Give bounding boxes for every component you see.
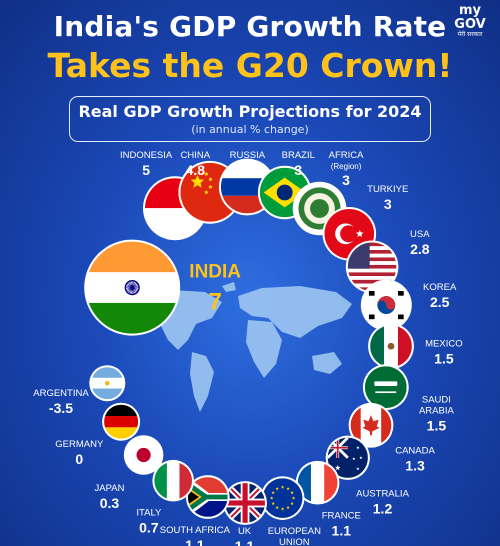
- growth-value: 4.8: [186, 162, 206, 178]
- growth-value: 1.1: [185, 537, 205, 546]
- headline-highlight: Takes the G20 Crown!: [47, 46, 453, 85]
- logo-text-hindi: मेरी सरकार: [457, 31, 483, 38]
- country-sublabel: (Region): [331, 162, 362, 171]
- canada-flag-mark: [348, 402, 394, 448]
- chart-subtitle: Real GDP Growth Projections for 2024: [78, 102, 422, 121]
- country-label: INDONESIA: [120, 150, 173, 161]
- saudi-arabia-flag-mark: [362, 364, 409, 411]
- country-label: CHINA: [181, 150, 211, 161]
- logo-text-gov: GOV: [454, 17, 486, 32]
- country-label: ITALY: [136, 507, 162, 518]
- australia-flag-mark: [325, 435, 370, 480]
- uk-flag-mark: [223, 481, 267, 525]
- country-label: JAPAN: [95, 483, 125, 494]
- country-label: CANADA: [395, 446, 435, 457]
- growth-value: 3: [342, 172, 350, 188]
- country-label: ARGENTINA: [33, 388, 89, 399]
- country-label: SAUDI: [422, 395, 451, 406]
- growth-value: 1.5: [427, 418, 447, 434]
- country-label: AFRICA: [329, 150, 365, 161]
- growth-value: 3: [384, 196, 392, 212]
- growth-value: 0: [75, 451, 83, 467]
- growth-value: 1.2: [373, 501, 393, 517]
- growth-value: 3.6: [238, 162, 258, 178]
- italy-flag-mark: [152, 459, 195, 502]
- south-africa-flag-mark: [185, 475, 230, 519]
- chart-unit: (in annual % change): [191, 123, 309, 136]
- growth-value: 1.1: [332, 523, 352, 539]
- france-flag-mark: [295, 460, 340, 505]
- growth-value: 1.5: [434, 351, 454, 367]
- country-label: ARABIA: [419, 406, 455, 417]
- growth-value: 5: [142, 162, 150, 178]
- growth-value: 0.3: [100, 495, 120, 511]
- headline: India's GDP Growth Rate: [53, 10, 447, 43]
- country-label: RUSSIA: [230, 150, 266, 161]
- country-label: FRANCE: [322, 511, 361, 522]
- japan-flag-mark: [123, 435, 164, 475]
- country-label: GERMANY: [55, 439, 104, 450]
- country-label: BRAZIL: [282, 150, 315, 161]
- growth-value: 1.1: [235, 538, 255, 546]
- eu-flag-mark: [260, 476, 305, 520]
- chart-subtitle-box: Real GDP Growth Projections for 2024 (in…: [69, 96, 431, 142]
- country-label: SOUTH AFRICA: [160, 525, 231, 536]
- country-label: MEXICO: [425, 339, 462, 350]
- growth-value: 2.8: [410, 241, 430, 257]
- south-korea-flag-mark: [360, 279, 412, 331]
- growth-value: 3: [294, 162, 302, 178]
- country-label: KOREA: [423, 282, 457, 293]
- growth-value: -3.5: [49, 400, 73, 416]
- growth-value: 0.7: [139, 519, 159, 535]
- india-flag-mark: [84, 239, 181, 336]
- country-label: UK: [238, 526, 252, 537]
- country-label: USA: [410, 229, 430, 240]
- country-label: TURKIYE: [367, 184, 408, 195]
- argentina-flag-mark: [89, 365, 126, 402]
- logo-text-my: my: [458, 3, 482, 18]
- growth-value: 1.3: [405, 458, 425, 474]
- mygov-logo: my GOV मेरी सरकार: [450, 4, 490, 39]
- germany-flag-mark: [102, 402, 141, 441]
- growth-value: 2.5: [430, 294, 450, 310]
- country-label: EUROPEAN: [268, 526, 321, 537]
- country-label: AUSTRALIA: [356, 489, 409, 500]
- country-label: INDIA: [189, 262, 241, 283]
- country-label: UNION: [279, 537, 310, 546]
- mexico-flag-mark: [368, 323, 414, 370]
- growth-value: 7: [208, 289, 221, 316]
